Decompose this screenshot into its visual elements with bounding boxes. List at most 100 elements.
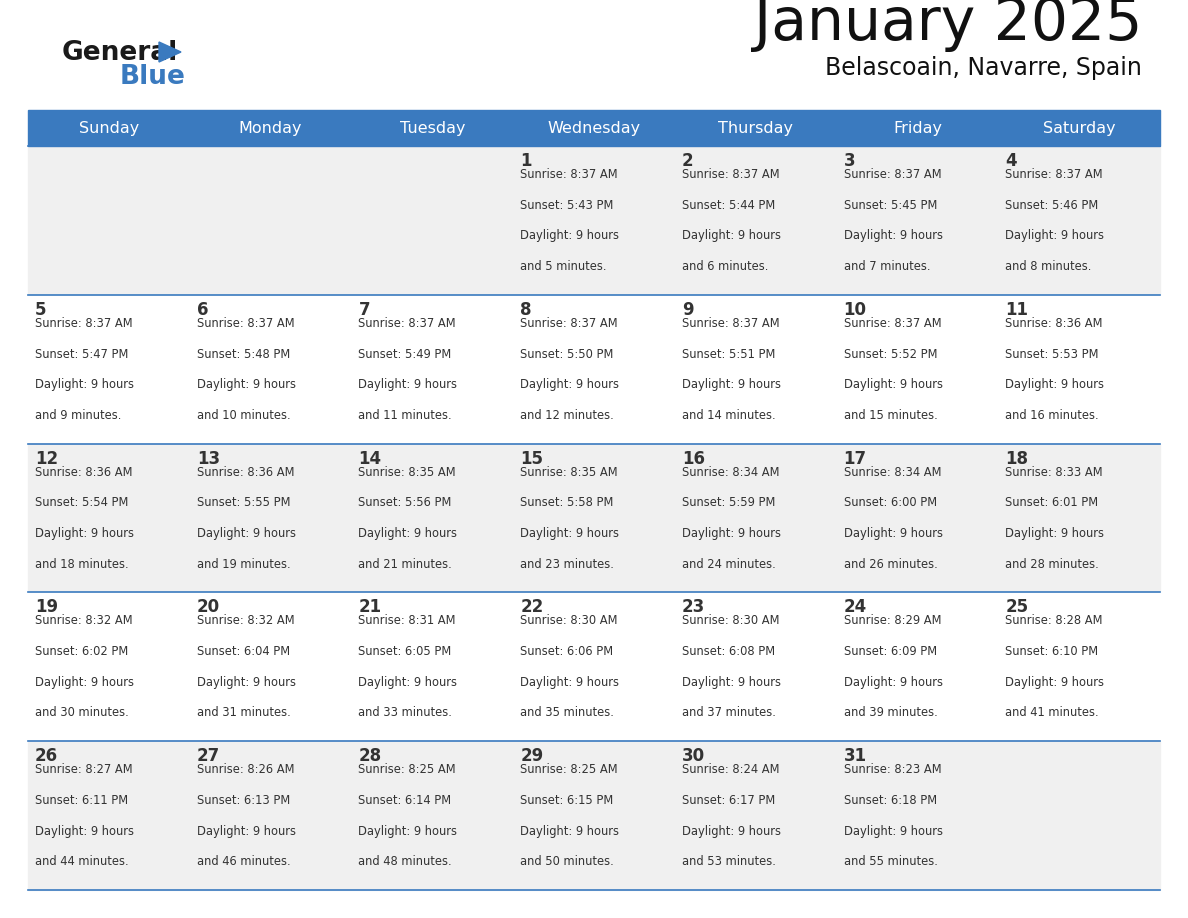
Text: Sunrise: 8:37 AM: Sunrise: 8:37 AM <box>359 317 456 330</box>
Text: 7: 7 <box>359 301 369 319</box>
Text: Sunset: 5:45 PM: Sunset: 5:45 PM <box>843 198 937 212</box>
Text: 9: 9 <box>682 301 694 319</box>
Text: and 21 minutes.: and 21 minutes. <box>359 558 453 571</box>
Text: Sunrise: 8:37 AM: Sunrise: 8:37 AM <box>34 317 133 330</box>
Text: 2: 2 <box>682 152 694 170</box>
Text: and 15 minutes.: and 15 minutes. <box>843 409 937 422</box>
Text: Daylight: 9 hours: Daylight: 9 hours <box>34 378 134 391</box>
Text: Sunset: 5:51 PM: Sunset: 5:51 PM <box>682 348 776 361</box>
Text: Daylight: 9 hours: Daylight: 9 hours <box>1005 378 1105 391</box>
Text: Daylight: 9 hours: Daylight: 9 hours <box>682 230 781 242</box>
Text: Daylight: 9 hours: Daylight: 9 hours <box>843 230 942 242</box>
Text: Daylight: 9 hours: Daylight: 9 hours <box>843 378 942 391</box>
Text: Belascoain, Navarre, Spain: Belascoain, Navarre, Spain <box>826 56 1142 80</box>
Text: Sunrise: 8:36 AM: Sunrise: 8:36 AM <box>34 465 133 478</box>
Text: and 44 minutes.: and 44 minutes. <box>34 856 128 868</box>
Text: Daylight: 9 hours: Daylight: 9 hours <box>843 824 942 837</box>
Text: Sunset: 6:05 PM: Sunset: 6:05 PM <box>359 645 451 658</box>
Text: Sunset: 6:08 PM: Sunset: 6:08 PM <box>682 645 775 658</box>
Text: Sunset: 6:13 PM: Sunset: 6:13 PM <box>197 794 290 807</box>
Text: Sunset: 6:15 PM: Sunset: 6:15 PM <box>520 794 613 807</box>
Text: 24: 24 <box>843 599 867 616</box>
Text: Daylight: 9 hours: Daylight: 9 hours <box>843 676 942 688</box>
Text: Tuesday: Tuesday <box>399 120 465 136</box>
Text: Sunset: 6:17 PM: Sunset: 6:17 PM <box>682 794 775 807</box>
Text: 6: 6 <box>197 301 208 319</box>
Text: Thursday: Thursday <box>719 120 794 136</box>
Bar <box>29 146 1159 295</box>
Text: and 11 minutes.: and 11 minutes. <box>359 409 453 422</box>
Text: Monday: Monday <box>239 120 302 136</box>
Text: 28: 28 <box>359 747 381 766</box>
Text: 25: 25 <box>1005 599 1029 616</box>
Text: and 37 minutes.: and 37 minutes. <box>682 707 776 720</box>
Text: Sunrise: 8:35 AM: Sunrise: 8:35 AM <box>520 465 618 478</box>
Text: and 46 minutes.: and 46 minutes. <box>197 856 290 868</box>
Text: 16: 16 <box>682 450 704 467</box>
Text: 23: 23 <box>682 599 706 616</box>
Bar <box>29 443 1159 592</box>
Text: Daylight: 9 hours: Daylight: 9 hours <box>1005 230 1105 242</box>
Text: Sunrise: 8:23 AM: Sunrise: 8:23 AM <box>843 763 941 777</box>
Polygon shape <box>159 42 181 62</box>
Text: Sunrise: 8:25 AM: Sunrise: 8:25 AM <box>359 763 456 777</box>
Text: 21: 21 <box>359 599 381 616</box>
Text: 18: 18 <box>1005 450 1029 467</box>
Text: Daylight: 9 hours: Daylight: 9 hours <box>197 676 296 688</box>
Text: Sunset: 5:52 PM: Sunset: 5:52 PM <box>843 348 937 361</box>
Text: Sunrise: 8:29 AM: Sunrise: 8:29 AM <box>843 614 941 627</box>
Text: 19: 19 <box>34 599 58 616</box>
Text: and 16 minutes.: and 16 minutes. <box>1005 409 1099 422</box>
Text: Sunset: 5:48 PM: Sunset: 5:48 PM <box>197 348 290 361</box>
Text: 14: 14 <box>359 450 381 467</box>
Text: and 28 minutes.: and 28 minutes. <box>1005 558 1099 571</box>
Text: Sunrise: 8:33 AM: Sunrise: 8:33 AM <box>1005 465 1102 478</box>
Text: 20: 20 <box>197 599 220 616</box>
Text: Sunset: 6:02 PM: Sunset: 6:02 PM <box>34 645 128 658</box>
Text: 3: 3 <box>843 152 855 170</box>
Text: Sunrise: 8:26 AM: Sunrise: 8:26 AM <box>197 763 295 777</box>
Text: 8: 8 <box>520 301 532 319</box>
Text: 11: 11 <box>1005 301 1029 319</box>
Text: Sunset: 6:14 PM: Sunset: 6:14 PM <box>359 794 451 807</box>
Text: 12: 12 <box>34 450 58 467</box>
Text: and 12 minutes.: and 12 minutes. <box>520 409 614 422</box>
Text: Sunset: 5:50 PM: Sunset: 5:50 PM <box>520 348 613 361</box>
Text: 31: 31 <box>843 747 867 766</box>
Text: Sunrise: 8:37 AM: Sunrise: 8:37 AM <box>682 317 779 330</box>
Text: January 2025: January 2025 <box>753 0 1142 52</box>
Text: Sunrise: 8:25 AM: Sunrise: 8:25 AM <box>520 763 618 777</box>
Text: and 48 minutes.: and 48 minutes. <box>359 856 453 868</box>
Text: and 26 minutes.: and 26 minutes. <box>843 558 937 571</box>
Text: Daylight: 9 hours: Daylight: 9 hours <box>359 378 457 391</box>
Text: Sunset: 5:44 PM: Sunset: 5:44 PM <box>682 198 775 212</box>
Text: 27: 27 <box>197 747 220 766</box>
Text: Sunset: 5:49 PM: Sunset: 5:49 PM <box>359 348 451 361</box>
Text: Sunset: 5:56 PM: Sunset: 5:56 PM <box>359 497 451 509</box>
Text: and 9 minutes.: and 9 minutes. <box>34 409 121 422</box>
Text: Sunset: 5:53 PM: Sunset: 5:53 PM <box>1005 348 1099 361</box>
Bar <box>29 295 1159 443</box>
Text: and 31 minutes.: and 31 minutes. <box>197 707 290 720</box>
Text: Daylight: 9 hours: Daylight: 9 hours <box>843 527 942 540</box>
Text: Daylight: 9 hours: Daylight: 9 hours <box>520 676 619 688</box>
Text: 1: 1 <box>520 152 532 170</box>
Text: and 7 minutes.: and 7 minutes. <box>843 260 930 273</box>
Text: Sunrise: 8:37 AM: Sunrise: 8:37 AM <box>1005 168 1102 181</box>
Text: Daylight: 9 hours: Daylight: 9 hours <box>197 378 296 391</box>
Text: Daylight: 9 hours: Daylight: 9 hours <box>520 527 619 540</box>
Text: 26: 26 <box>34 747 58 766</box>
Text: Daylight: 9 hours: Daylight: 9 hours <box>197 824 296 837</box>
Text: Friday: Friday <box>893 120 942 136</box>
Text: Daylight: 9 hours: Daylight: 9 hours <box>682 527 781 540</box>
Text: Sunrise: 8:37 AM: Sunrise: 8:37 AM <box>843 317 941 330</box>
Text: 5: 5 <box>34 301 46 319</box>
Text: and 5 minutes.: and 5 minutes. <box>520 260 607 273</box>
Text: Sunrise: 8:37 AM: Sunrise: 8:37 AM <box>520 317 618 330</box>
Text: and 23 minutes.: and 23 minutes. <box>520 558 614 571</box>
Text: Daylight: 9 hours: Daylight: 9 hours <box>520 230 619 242</box>
Text: Daylight: 9 hours: Daylight: 9 hours <box>682 676 781 688</box>
Text: and 18 minutes.: and 18 minutes. <box>34 558 128 571</box>
Text: Sunrise: 8:30 AM: Sunrise: 8:30 AM <box>682 614 779 627</box>
Text: 4: 4 <box>1005 152 1017 170</box>
